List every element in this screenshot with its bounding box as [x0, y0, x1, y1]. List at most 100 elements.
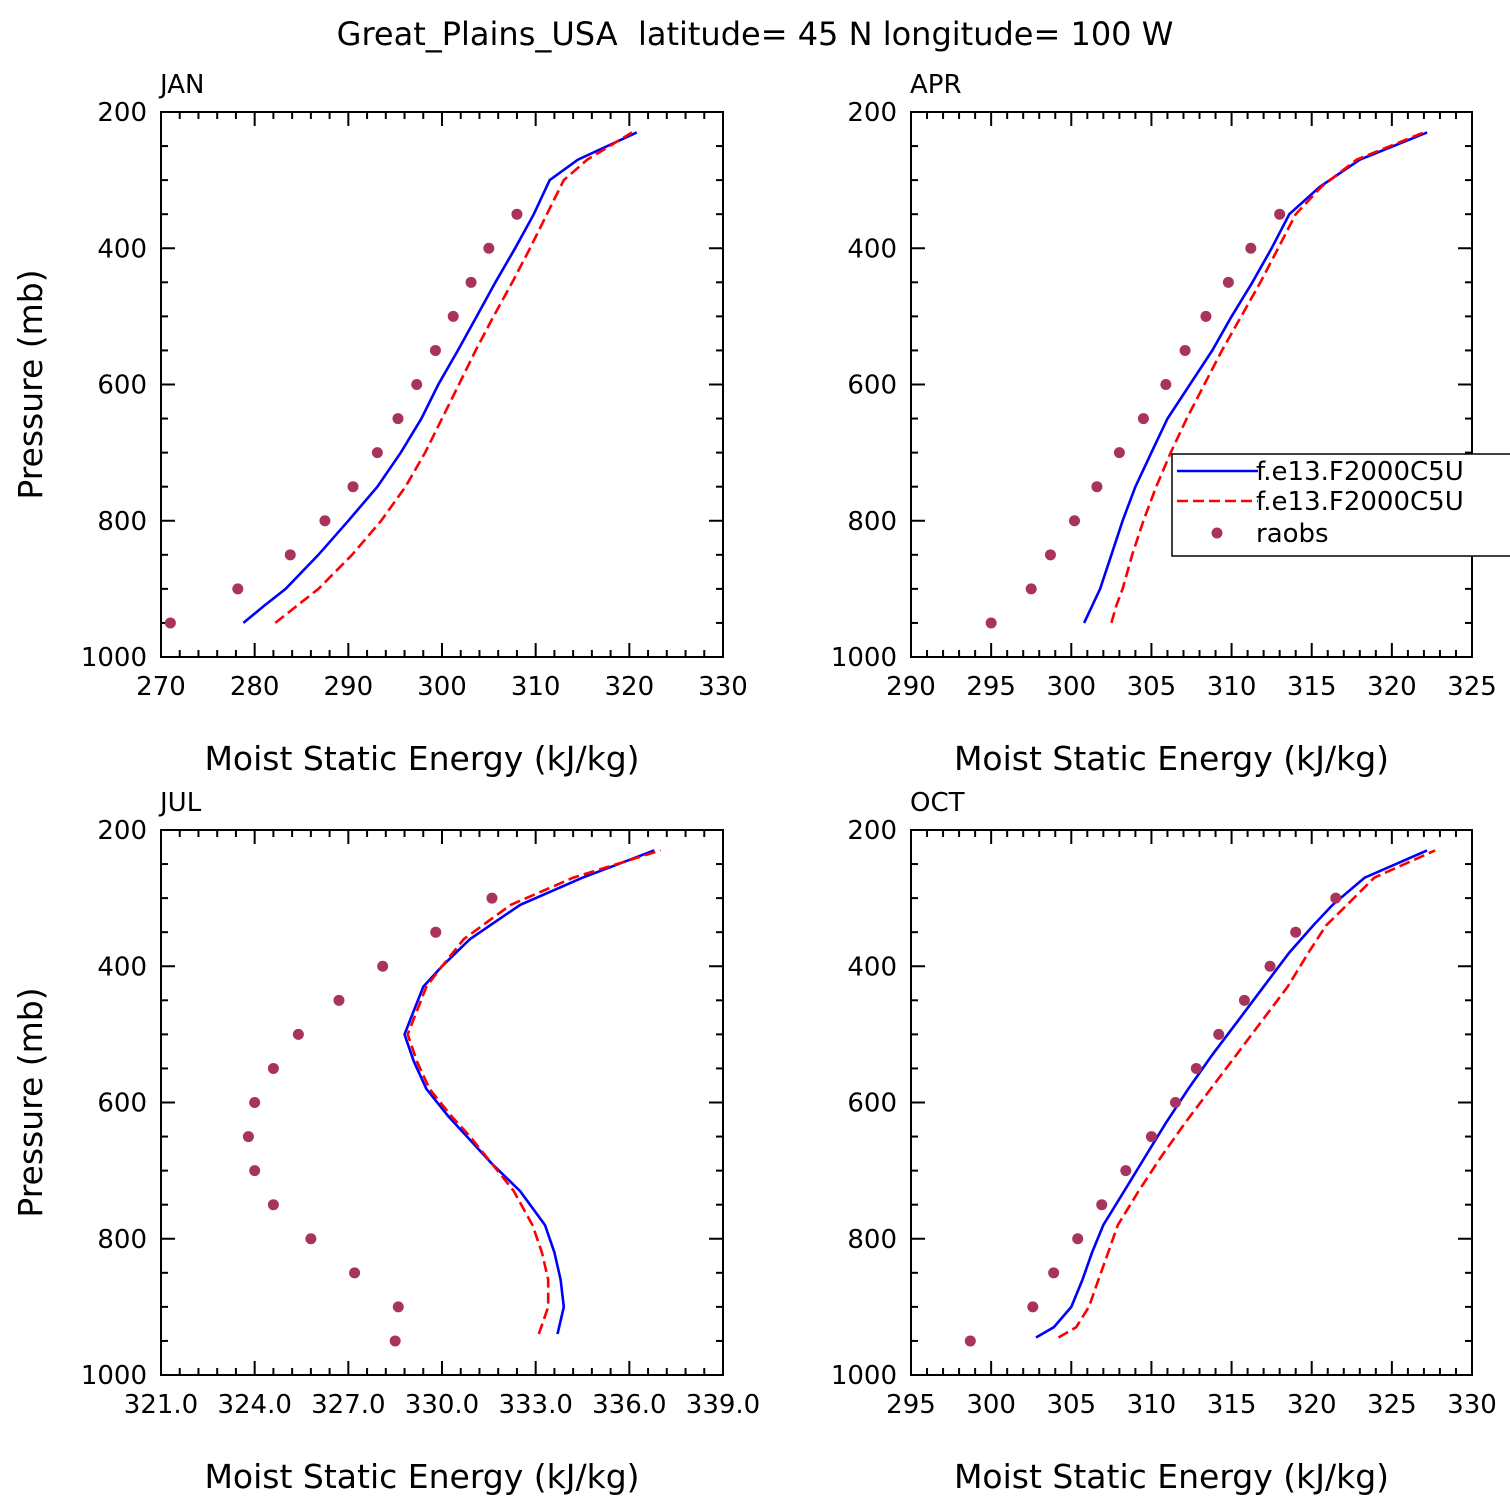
y-tick-label: 400 — [847, 952, 897, 982]
x-tick-label: 327.0 — [311, 1390, 385, 1420]
raobs-point — [377, 960, 389, 972]
raobs-point — [292, 1028, 304, 1040]
x-tick-label: 290 — [886, 672, 936, 702]
raobs-point — [267, 1062, 279, 1074]
panel-label: APR — [910, 70, 962, 100]
x-axis-label: Moist Static Energy (kJ/kg) — [954, 1457, 1389, 1496]
y-tick-label: 600 — [97, 371, 147, 401]
raobs-point — [164, 617, 176, 629]
raobs-point — [511, 208, 523, 220]
x-tick-label: 320 — [605, 672, 655, 702]
x-tick-label: 305 — [1046, 1390, 1096, 1420]
raobs-point — [1160, 379, 1172, 390]
x-tick-label: 300 — [417, 672, 467, 702]
raobs-point — [267, 1199, 279, 1211]
raobs-point — [483, 242, 495, 254]
y-tick-label: 200 — [847, 816, 897, 846]
x-tick-label: 295 — [966, 672, 1016, 702]
legend-label: raobs — [1256, 519, 1329, 549]
raobs-point — [249, 1165, 261, 1177]
raobs-point — [1330, 892, 1342, 904]
raobs-point — [1091, 481, 1103, 493]
x-tick-label: 315 — [1287, 672, 1337, 702]
raobs-point — [333, 994, 345, 1006]
raobs-point — [1027, 1301, 1039, 1313]
plot-frame — [160, 111, 724, 658]
raobs-point — [1096, 1199, 1108, 1211]
x-axis-label: Moist Static Energy (kJ/kg) — [204, 1457, 639, 1496]
raobs-point — [1068, 515, 1080, 527]
panel-label: JUL — [158, 788, 202, 818]
raobs-point — [392, 413, 404, 425]
x-tick-label: 325 — [1367, 1390, 1417, 1420]
x-tick-label: 300 — [1046, 672, 1096, 702]
series-line-dashed — [1057, 849, 1436, 1339]
raobs-point — [389, 1335, 401, 1347]
raobs-point — [1120, 1165, 1132, 1177]
x-axis-label: Moist Static Energy (kJ/kg) — [954, 739, 1389, 778]
raobs-point — [486, 892, 498, 904]
raobs-point — [1264, 960, 1276, 972]
y-tick-label: 600 — [97, 1089, 147, 1119]
x-tick-label: 324.0 — [217, 1390, 291, 1420]
x-tick-label: 339.0 — [686, 1390, 760, 1420]
legend-label: f.e13.F2000C5U — [1256, 487, 1464, 517]
series-line-solid — [1035, 849, 1428, 1339]
raobs-point — [284, 549, 296, 561]
raobs-point — [447, 310, 459, 322]
panel-label: JAN — [158, 70, 204, 100]
raobs-point — [1179, 344, 1191, 356]
panel-jan: 270 280 290 300 310 320 330 200 400 600 800 1000 JAN… — [11, 70, 748, 778]
y-axis-label: Pressure (mb) — [11, 987, 50, 1217]
series-line-dashed — [1110, 131, 1425, 624]
x-tick-label: 310 — [1207, 672, 1257, 702]
x-tick-label: 330.0 — [405, 1390, 479, 1420]
x-tick-label: 325 — [1447, 672, 1497, 702]
x-tick-label: 320 — [1287, 1390, 1337, 1420]
x-tick-label: 321.0 — [124, 1390, 198, 1420]
raobs-point — [1238, 994, 1250, 1006]
raobs-point — [1048, 1267, 1060, 1279]
x-tick-label: 270 — [136, 672, 186, 702]
raobs-point — [305, 1233, 317, 1245]
figure-title: Great_Plains_USA latitude= 45 N longitud… — [337, 15, 1174, 53]
x-tick-label: 330 — [1447, 1390, 1497, 1420]
legend-label: f.e13.F2000C5U — [1256, 457, 1464, 487]
raobs-point — [430, 926, 442, 938]
raobs-point — [429, 344, 441, 356]
x-tick-label: 290 — [324, 672, 374, 702]
y-tick-label: 800 — [97, 507, 147, 537]
raobs-point — [371, 447, 383, 459]
x-tick-label: 333.0 — [498, 1390, 572, 1420]
y-tick-label: 1000 — [831, 643, 897, 673]
raobs-point — [1200, 310, 1212, 322]
plot-frame — [910, 829, 1473, 1376]
series-line-solid — [242, 131, 638, 624]
y-tick-label: 400 — [847, 234, 897, 264]
series-line-dashed — [406, 849, 661, 1335]
y-tick-label: 1000 — [831, 1361, 897, 1391]
raobs-point — [347, 481, 359, 493]
raobs-point — [1274, 208, 1286, 220]
raobs-point — [411, 379, 423, 390]
raobs-point — [465, 276, 477, 288]
x-tick-label: 320 — [1367, 672, 1417, 702]
y-axis-label: Pressure (mb) — [11, 269, 50, 499]
x-tick-label: 310 — [511, 672, 561, 702]
raobs-point — [1290, 926, 1302, 938]
series-line-solid — [1082, 131, 1428, 624]
y-tick-label: 800 — [847, 507, 897, 537]
x-axis-label: Moist Static Energy (kJ/kg) — [204, 739, 639, 778]
x-tick-label: 280 — [230, 672, 280, 702]
raobs-point — [964, 1335, 976, 1347]
series-line-dashed — [274, 131, 633, 624]
y-tick-label: 200 — [97, 816, 147, 846]
raobs-point — [1213, 1028, 1225, 1040]
raobs-point — [1245, 242, 1257, 254]
y-tick-label: 800 — [97, 1225, 147, 1255]
raobs-point — [985, 617, 997, 629]
legend-marker-dot — [1211, 527, 1223, 539]
y-tick-label: 800 — [847, 1225, 897, 1255]
